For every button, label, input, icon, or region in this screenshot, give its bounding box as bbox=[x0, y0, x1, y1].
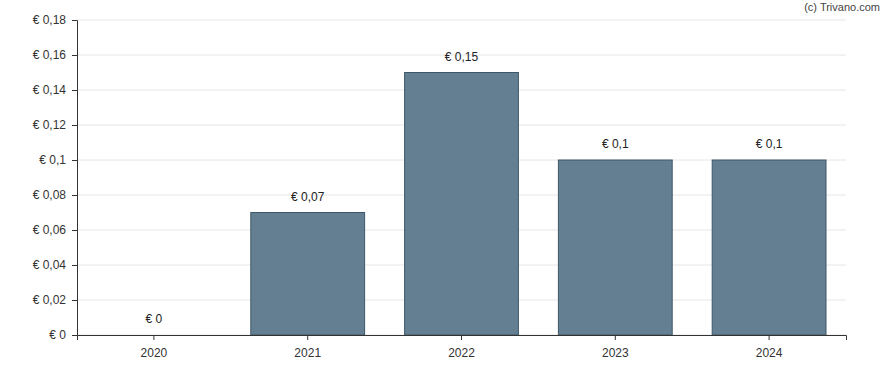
x-tick-label: 2024 bbox=[756, 346, 783, 360]
y-tick-mark bbox=[72, 160, 77, 161]
y-tick: € 0,14 bbox=[33, 83, 77, 97]
x-tick-label: 2022 bbox=[448, 346, 475, 360]
bar bbox=[405, 73, 519, 336]
x-tick-mark bbox=[615, 335, 616, 340]
x-tick-mark bbox=[769, 335, 770, 340]
grid bbox=[77, 20, 846, 335]
x-tick-label: 2023 bbox=[602, 346, 629, 360]
y-tick: € 0,12 bbox=[33, 118, 77, 132]
x-tick: 2024 bbox=[756, 335, 783, 360]
y-tick-label: € 0,06 bbox=[33, 223, 67, 237]
y-tick: € 0,1 bbox=[39, 153, 77, 167]
data-label: € 0,1 bbox=[756, 137, 783, 151]
y-tick: € 0,18 bbox=[33, 13, 77, 27]
x-tick: 2021 bbox=[294, 335, 321, 360]
x-tick: 2020 bbox=[141, 335, 168, 360]
y-tick-label: € 0,08 bbox=[33, 188, 67, 202]
y-tick: € 0,06 bbox=[33, 223, 77, 237]
y-tick-label: € 0 bbox=[49, 328, 66, 342]
y-tick-mark bbox=[72, 55, 77, 56]
x-tick-label: 2021 bbox=[294, 346, 321, 360]
y-tick-mark bbox=[72, 20, 77, 21]
data-labels: € 0 € 0,07 € 0,15 € 0,1 € 0,1 bbox=[146, 50, 783, 327]
y-tick: € 0 bbox=[49, 328, 77, 342]
y-tick: € 0,08 bbox=[33, 188, 77, 202]
y-axis: € 0 € 0,02 € 0,04 € 0,06 € 0,08 € 0,1 € 0,12 € … bbox=[33, 13, 78, 342]
y-tick-label: € 0,12 bbox=[33, 118, 67, 132]
x-tick-mark bbox=[153, 335, 154, 340]
grid-line bbox=[77, 20, 846, 21]
y-tick-mark bbox=[72, 230, 77, 231]
y-tick-mark bbox=[72, 335, 77, 336]
bar bbox=[97, 335, 211, 336]
y-tick-label: € 0,16 bbox=[33, 48, 67, 62]
y-tick-label: € 0,1 bbox=[39, 153, 66, 167]
y-tick-mark bbox=[72, 195, 77, 196]
y-axis-line bbox=[72, 21, 78, 336]
data-label: € 0,15 bbox=[445, 50, 479, 64]
data-label: € 0,1 bbox=[602, 137, 629, 151]
x-axis-line bbox=[78, 336, 847, 341]
y-tick-mark bbox=[72, 265, 77, 266]
plot: € 0 € 0,02 € 0,04 € 0,06 € 0,08 € 0,1 € 0,12 € … bbox=[33, 13, 847, 359]
x-axis: 2020 2021 2022 2023 2024 bbox=[78, 335, 847, 360]
x-tick: 2023 bbox=[602, 335, 629, 360]
x-tick-mark bbox=[461, 335, 462, 340]
bars bbox=[251, 73, 826, 336]
x-tick-mark bbox=[307, 335, 308, 340]
y-tick-mark bbox=[72, 90, 77, 91]
y-tick-mark bbox=[72, 300, 77, 301]
bar bbox=[251, 213, 365, 336]
annotation: (c) Trivano.com bbox=[804, 1, 880, 13]
x-tick: 2022 bbox=[448, 335, 475, 360]
chart: € 0 € 0,02 € 0,04 € 0,06 € 0,08 € 0,1 € 0,12 € … bbox=[0, 0, 888, 370]
y-tick: € 0,04 bbox=[33, 258, 77, 272]
y-tick-label: € 0,14 bbox=[33, 83, 67, 97]
bar bbox=[712, 160, 826, 335]
data-label: € 0 bbox=[146, 312, 163, 326]
x-tick-label: 2020 bbox=[141, 346, 168, 360]
y-tick-mark bbox=[72, 125, 77, 126]
y-tick-label: € 0,18 bbox=[33, 13, 67, 27]
y-tick-label: € 0,02 bbox=[33, 293, 67, 307]
y-tick: € 0,16 bbox=[33, 48, 77, 62]
bar bbox=[558, 160, 672, 335]
y-tick: € 0,02 bbox=[33, 293, 77, 307]
y-tick-label: € 0,04 bbox=[33, 258, 67, 272]
data-label: € 0,07 bbox=[291, 190, 325, 204]
